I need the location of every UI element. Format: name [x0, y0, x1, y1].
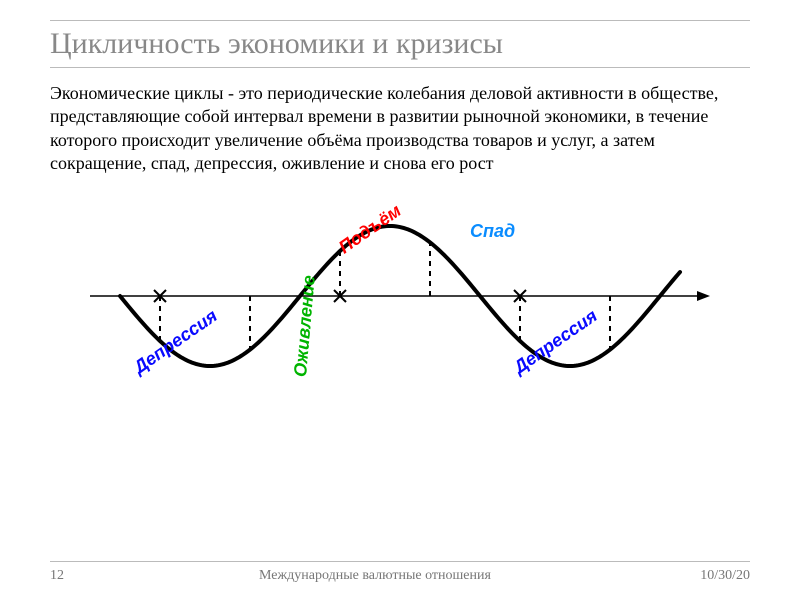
- slide-footer: 12 Международные валютные отношения 10/3…: [50, 561, 750, 584]
- footer-date: 10/30/20: [640, 568, 750, 584]
- footer-center: Международные валютные отношения: [110, 568, 640, 584]
- slide-title: Цикличность экономики и кризисы: [50, 20, 750, 68]
- slide-body-text: Экономические циклы - это периодические …: [50, 82, 750, 176]
- phase-label: Спад: [470, 221, 515, 242]
- cycle-chart: ДепрессияОживлениеПодъёмСпадДепрессия: [80, 186, 720, 416]
- page-number: 12: [50, 568, 110, 584]
